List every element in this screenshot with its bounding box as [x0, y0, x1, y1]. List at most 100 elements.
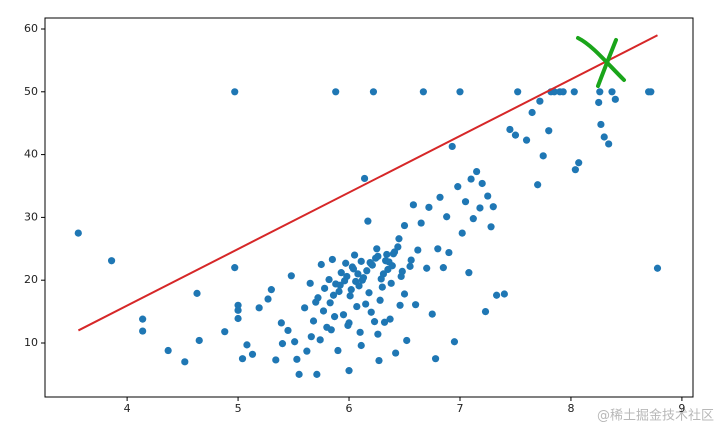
point — [493, 291, 501, 299]
point — [386, 315, 394, 323]
point — [340, 277, 349, 285]
point — [605, 140, 613, 148]
x-tick-label: 6 — [346, 402, 353, 415]
point — [487, 223, 495, 231]
point — [316, 336, 324, 344]
point — [374, 330, 382, 338]
point — [377, 275, 385, 283]
point — [458, 229, 466, 237]
point — [355, 282, 363, 290]
point — [436, 193, 444, 201]
point — [238, 355, 247, 363]
point — [360, 174, 369, 183]
point — [461, 198, 470, 206]
point — [600, 133, 608, 141]
point — [398, 267, 406, 275]
point — [332, 280, 340, 288]
point — [357, 257, 365, 265]
point — [403, 336, 411, 345]
point — [406, 262, 414, 270]
point — [456, 88, 464, 96]
point — [309, 317, 318, 325]
point — [321, 284, 329, 292]
point — [448, 142, 456, 151]
point — [248, 350, 257, 358]
y-tick-label: 60 — [24, 22, 38, 35]
point — [575, 159, 583, 167]
point — [231, 264, 239, 272]
y-tick-label: 10 — [24, 336, 38, 349]
point — [366, 259, 374, 267]
point — [489, 203, 497, 211]
x-tick-label: 5 — [235, 402, 242, 415]
point — [511, 131, 520, 139]
point — [291, 338, 299, 346]
point — [400, 290, 409, 298]
point — [378, 283, 386, 291]
point — [325, 275, 333, 284]
point — [357, 341, 365, 350]
point — [550, 88, 558, 96]
point — [74, 229, 82, 237]
point — [506, 125, 514, 134]
point — [332, 88, 340, 96]
point — [392, 349, 400, 357]
point — [478, 179, 486, 188]
point — [284, 326, 292, 335]
point — [264, 295, 272, 303]
point — [514, 88, 522, 96]
point — [395, 235, 403, 243]
point — [221, 328, 229, 336]
point — [450, 338, 459, 346]
point — [407, 256, 415, 264]
point — [570, 88, 578, 96]
point — [559, 88, 567, 96]
point — [528, 108, 536, 117]
point — [611, 95, 619, 103]
point — [409, 201, 417, 209]
point — [425, 203, 433, 211]
point — [267, 286, 275, 294]
point — [375, 356, 383, 365]
plot-frame — [44, 17, 694, 398]
point — [317, 260, 325, 269]
point — [181, 358, 189, 366]
point — [278, 340, 287, 348]
point — [301, 304, 309, 312]
point — [439, 264, 447, 272]
point — [394, 243, 402, 251]
point — [367, 308, 375, 316]
point — [347, 286, 355, 294]
point — [536, 97, 544, 105]
point — [337, 269, 345, 277]
point — [376, 296, 384, 304]
point — [293, 355, 301, 363]
point — [342, 259, 350, 267]
point — [327, 326, 335, 334]
point — [354, 270, 362, 278]
point — [329, 291, 338, 299]
y-tick-label: 20 — [24, 273, 38, 286]
point — [417, 219, 425, 227]
point — [234, 306, 242, 314]
point — [431, 355, 440, 363]
point — [534, 181, 542, 189]
point — [295, 370, 303, 378]
point — [255, 304, 263, 312]
point — [335, 287, 343, 296]
point — [539, 152, 547, 160]
point — [388, 262, 396, 270]
point — [445, 248, 453, 257]
point — [346, 292, 354, 300]
point — [423, 264, 431, 272]
point — [344, 321, 352, 330]
point — [383, 250, 391, 259]
point — [353, 302, 361, 311]
x-tick-label: 9 — [678, 402, 685, 415]
point — [476, 204, 484, 212]
point — [428, 310, 436, 318]
point — [597, 120, 605, 129]
point — [484, 192, 492, 200]
point — [473, 167, 481, 176]
